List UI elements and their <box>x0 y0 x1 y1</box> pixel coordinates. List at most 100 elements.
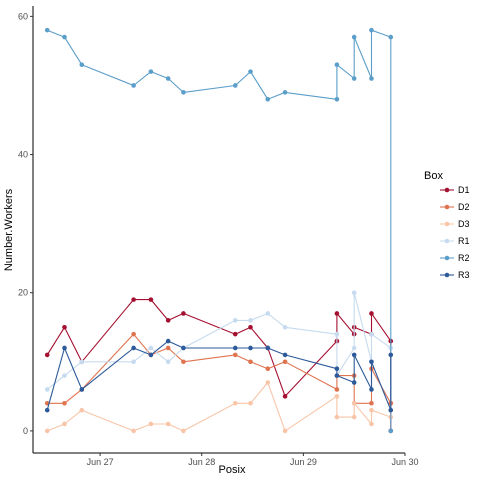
data-point-r3 <box>369 387 374 392</box>
data-point-r3 <box>388 352 394 358</box>
y-tick-label: 20 <box>18 288 28 298</box>
x-tick-label: Jun 28 <box>188 457 215 467</box>
data-point-d3 <box>148 421 154 427</box>
data-point-r2 <box>181 90 186 95</box>
data-point-r3 <box>388 407 394 413</box>
series-line-d1 <box>46 299 392 431</box>
data-point-r1 <box>44 387 50 392</box>
data-point-r3 <box>334 366 340 372</box>
data-point-d2 <box>334 387 340 392</box>
data-point-r1 <box>131 359 136 365</box>
data-point-d2 <box>62 400 67 406</box>
legend-item-r1: R1 <box>440 236 470 246</box>
data-point-r1 <box>265 311 271 316</box>
data-point-r3 <box>232 345 238 351</box>
legend-item-d3: D3 <box>440 219 470 229</box>
data-point-r2 <box>282 90 288 95</box>
data-point-d1 <box>369 311 374 316</box>
data-point-r2 <box>248 69 253 74</box>
data-point-d3 <box>282 428 288 434</box>
data-point-r1 <box>351 345 357 351</box>
data-point-r2 <box>62 34 67 40</box>
series-r3 <box>44 338 394 413</box>
data-point-d3 <box>334 414 340 420</box>
data-point-d3 <box>369 407 374 413</box>
data-point-d2 <box>181 359 186 365</box>
data-point-r3 <box>369 359 374 365</box>
y-tick-label: 40 <box>18 150 28 160</box>
data-point-d1 <box>181 311 186 316</box>
data-point-d3 <box>265 380 271 385</box>
data-point-d1 <box>165 318 171 323</box>
data-point-d2 <box>131 331 136 337</box>
series-r2 <box>44 27 394 434</box>
data-point-d2 <box>282 359 288 365</box>
data-point-d2 <box>248 359 253 365</box>
data-point-d1 <box>334 311 340 316</box>
data-point-d3 <box>248 400 253 406</box>
data-point-d1 <box>232 331 238 337</box>
y-tick-label: 0 <box>23 426 28 436</box>
legend-label: D2 <box>458 202 470 212</box>
data-point-d3 <box>232 400 238 406</box>
data-point-r3 <box>62 345 67 351</box>
data-point-r1 <box>165 359 171 365</box>
legend-label: R2 <box>458 253 470 263</box>
data-point-r1 <box>351 290 357 296</box>
data-point-r2 <box>334 96 340 102</box>
data-point-d3 <box>351 400 357 406</box>
data-point-r1 <box>232 318 238 323</box>
data-point-d1 <box>131 297 136 302</box>
data-point-d1 <box>62 324 67 330</box>
legend-key-point <box>444 255 450 261</box>
x-axis-ticks: Jun 27 Jun 28 Jun 29 Jun 30 <box>87 453 419 467</box>
y-axis-title: Number.Workers <box>3 188 15 271</box>
data-point-d3 <box>369 421 374 427</box>
data-point-r2 <box>388 428 394 434</box>
y-axis-ticks: 0 20 40 60 <box>18 11 33 436</box>
data-point-r2 <box>165 76 171 81</box>
data-point-r1 <box>148 345 154 351</box>
data-point-r3 <box>282 352 288 358</box>
series-d1 <box>44 297 394 434</box>
legend-label: R3 <box>458 270 470 280</box>
data-point-r3 <box>44 407 50 413</box>
data-point-d1 <box>248 324 253 330</box>
legend-label: R1 <box>458 236 470 246</box>
data-point-r3 <box>165 338 171 344</box>
data-point-r3 <box>334 373 340 378</box>
data-point-r2 <box>232 83 238 88</box>
x-tick-label: Jun 30 <box>391 457 418 467</box>
data-point-r3 <box>351 352 357 358</box>
data-point-r2 <box>79 62 85 68</box>
data-point-r2 <box>265 96 271 102</box>
data-point-d1 <box>282 394 288 399</box>
data-point-r3 <box>79 387 85 392</box>
data-point-r2 <box>351 34 357 40</box>
data-point-d2 <box>265 366 271 372</box>
data-point-r2 <box>148 69 154 74</box>
data-point-r3 <box>181 345 186 351</box>
data-point-d3 <box>351 414 357 420</box>
data-point-d3 <box>334 394 340 399</box>
data-point-r2 <box>44 27 50 33</box>
data-point-d3 <box>131 428 136 434</box>
data-point-r1 <box>334 331 340 337</box>
series-d3 <box>44 380 394 434</box>
data-point-d2 <box>232 352 238 358</box>
data-point-r1 <box>369 331 374 337</box>
data-point-d3 <box>44 428 50 434</box>
data-point-r3 <box>148 352 154 358</box>
data-point-r2 <box>334 62 340 68</box>
data-point-r2 <box>369 27 374 33</box>
legend-key-point <box>444 238 450 244</box>
legend-item-d2: D2 <box>440 202 470 212</box>
data-point-r1 <box>282 324 288 330</box>
data-point-d3 <box>62 421 67 427</box>
series-line-d3 <box>46 381 392 432</box>
data-point-r2 <box>369 76 374 81</box>
data-point-r1 <box>248 318 253 323</box>
legend-key-point <box>444 204 450 210</box>
data-point-r2 <box>131 83 136 88</box>
